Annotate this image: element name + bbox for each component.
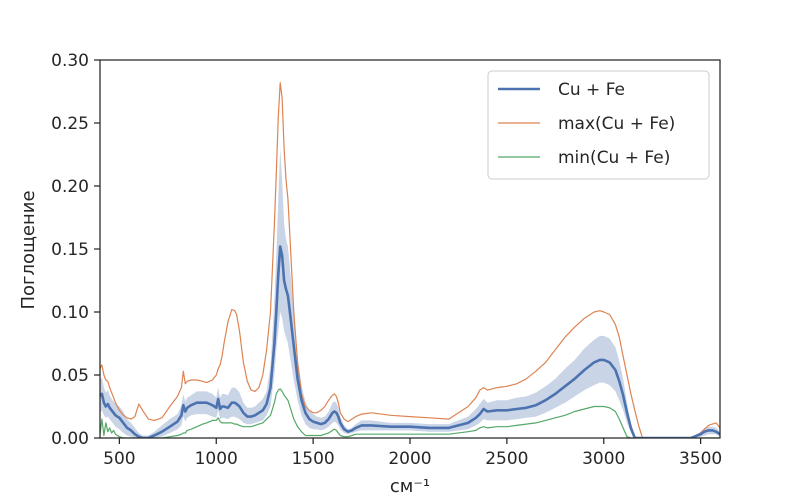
axes: 500 1000 1500 2000 2500 3000 3500 0.00 0.05 0.10 0… xyxy=(51,51,722,469)
series-band xyxy=(100,148,720,438)
legend-box xyxy=(487,70,710,180)
x-tick-label: 500 xyxy=(103,449,135,469)
series-line-max xyxy=(100,82,720,438)
y-axis-label: Поглощение xyxy=(18,190,39,309)
y-tick-label: 0.30 xyxy=(51,51,89,71)
y-tick-label: 0.10 xyxy=(51,303,89,323)
y-tick-label: 0.15 xyxy=(51,240,89,260)
x-tick-label: 3000 xyxy=(582,449,625,469)
plot-area xyxy=(100,82,720,438)
legend: Cu + Fe max(Cu + Fe) min(Cu + Fe) xyxy=(487,70,710,180)
y-tick-label: 0.25 xyxy=(51,114,89,134)
x-axis-label: см⁻¹ xyxy=(390,476,430,497)
series-line-mean xyxy=(100,245,720,438)
legend-label: Cu + Fe xyxy=(558,80,625,100)
x-tick-label: 3500 xyxy=(679,449,722,469)
y-tick-label: 0.00 xyxy=(51,429,89,449)
series-line-min xyxy=(100,388,720,438)
x-tick-label: 1500 xyxy=(291,449,334,469)
legend-label: max(Cu + Fe) xyxy=(558,114,675,134)
x-tick-label: 1000 xyxy=(195,449,238,469)
y-tick-label: 0.05 xyxy=(51,366,89,386)
legend-label: min(Cu + Fe) xyxy=(558,148,670,168)
x-tick-label: 2500 xyxy=(485,449,528,469)
y-tick-label: 0.20 xyxy=(51,177,89,197)
x-tick-label: 2000 xyxy=(388,449,431,469)
